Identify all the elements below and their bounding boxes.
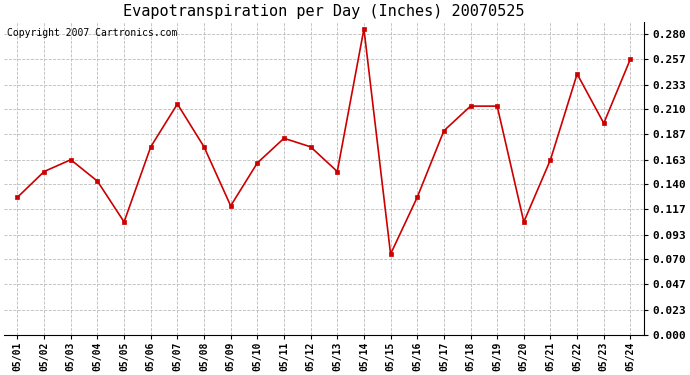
Text: Copyright 2007 Cartronics.com: Copyright 2007 Cartronics.com bbox=[8, 28, 178, 38]
Title: Evapotranspiration per Day (Inches) 20070525: Evapotranspiration per Day (Inches) 2007… bbox=[124, 4, 524, 19]
